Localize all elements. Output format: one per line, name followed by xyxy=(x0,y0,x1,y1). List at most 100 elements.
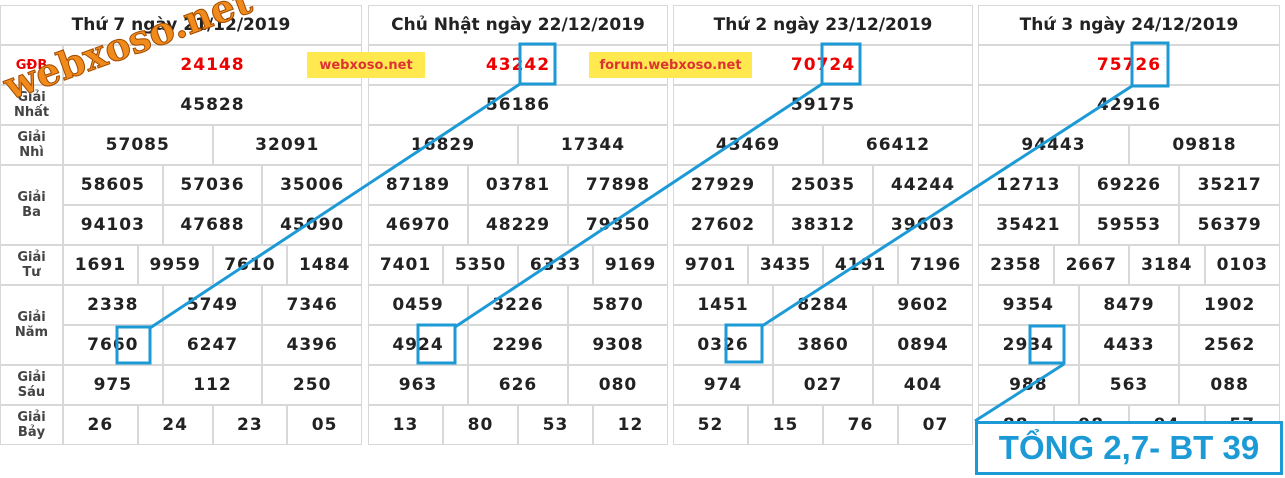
prize-number: 112 xyxy=(162,365,263,405)
prize-number: 53 xyxy=(518,405,593,445)
row-label: Giải Nhất xyxy=(0,85,63,125)
prize-number: 24 xyxy=(137,405,213,445)
prize-number: 3860 xyxy=(773,325,873,365)
prize-number: 1691 xyxy=(63,245,138,285)
prize-number: 9701 xyxy=(673,245,748,285)
prize-number: 94443 xyxy=(978,125,1129,165)
prize-number: 9959 xyxy=(137,245,213,285)
prize-number: 1484 xyxy=(287,245,362,285)
prize-number: 2934 xyxy=(978,325,1079,365)
prize-number: 16829 xyxy=(368,125,518,165)
prize-number: 974 xyxy=(673,365,773,405)
prize-number: 35006 xyxy=(262,165,362,205)
row-label: Giải Năm xyxy=(0,285,63,365)
prize-number: 2358 xyxy=(978,245,1054,285)
prize-number: 9308 xyxy=(568,325,668,365)
prize-number: 4433 xyxy=(1078,325,1180,365)
prize-number: 7660 xyxy=(63,325,163,365)
prize-number: 59553 xyxy=(1078,205,1180,245)
prize-number: 25035 xyxy=(773,165,873,205)
prize-number: 0326 xyxy=(673,325,773,365)
day-title: Thứ 3 ngày 24/12/2019 xyxy=(978,5,1280,45)
prize-number: 09818 xyxy=(1129,125,1280,165)
prize-number: 5350 xyxy=(443,245,518,285)
prize-number: 26 xyxy=(63,405,138,445)
row-label: GĐB xyxy=(0,45,63,85)
prize-number: 9354 xyxy=(978,285,1079,325)
prize-number: 027 xyxy=(773,365,873,405)
prize-number: 963 xyxy=(368,365,468,405)
prize-number: 05 xyxy=(287,405,362,445)
prize-number: 17344 xyxy=(518,125,668,165)
day-title: Thứ 7 ngày 21/12/2019 xyxy=(0,5,362,45)
day-title: Chủ Nhật ngày 22/12/2019 xyxy=(368,5,668,45)
prize-number: 3184 xyxy=(1129,245,1205,285)
prize-number: 46970 xyxy=(368,205,468,245)
prize-number: 45828 xyxy=(63,85,362,125)
watermark: webxoso.net xyxy=(0,0,258,109)
prize-number: 088 xyxy=(1179,365,1280,405)
prize-number: 9169 xyxy=(593,245,668,285)
prize-number: 23 xyxy=(212,405,288,445)
prize-number: 47688 xyxy=(162,205,263,245)
ad-label: webxoso.net xyxy=(307,52,425,78)
prize-number: 43469 xyxy=(673,125,823,165)
prize-number: 03781 xyxy=(468,165,568,205)
prize-number: 2667 xyxy=(1053,245,1129,285)
prize-number: 250 xyxy=(262,365,362,405)
prize-number: 52 xyxy=(673,405,748,445)
prize-number: 80 xyxy=(443,405,518,445)
prize-number: 35217 xyxy=(1179,165,1280,205)
row-label: Giải Sáu xyxy=(0,365,63,405)
prize-number: 2296 xyxy=(468,325,568,365)
prize-number: 39603 xyxy=(873,205,973,245)
row-label: Giải Tư xyxy=(0,245,63,285)
row-label: Giải Bảy xyxy=(0,405,63,445)
prize-number: 32091 xyxy=(212,125,362,165)
prize-number: 404 xyxy=(873,365,973,405)
prize-number: 2562 xyxy=(1179,325,1280,365)
prize-number: 1902 xyxy=(1179,285,1280,325)
prize-number: 27929 xyxy=(673,165,773,205)
prize-number: 44244 xyxy=(873,165,973,205)
prize-number: 1451 xyxy=(673,285,773,325)
prize-number: 13 xyxy=(368,405,443,445)
row-label: Giải Ba xyxy=(0,165,63,245)
prize-number: 45090 xyxy=(262,205,362,245)
prize-number: 4396 xyxy=(262,325,362,365)
prize-number: 9602 xyxy=(873,285,973,325)
prize-number: 76 xyxy=(823,405,898,445)
prize-number: 563 xyxy=(1078,365,1180,405)
prize-number: 48229 xyxy=(468,205,568,245)
prize-number: 7346 xyxy=(262,285,362,325)
prize-number: 38312 xyxy=(773,205,873,245)
prize-number: 5870 xyxy=(568,285,668,325)
prize-number: 2338 xyxy=(63,285,163,325)
prize-number: 12 xyxy=(593,405,668,445)
prize-number: 69226 xyxy=(1078,165,1180,205)
prize-number: 57036 xyxy=(162,165,263,205)
prize-number: 57085 xyxy=(63,125,213,165)
row-label: Giải Nhì xyxy=(0,125,63,165)
prize-number: 080 xyxy=(568,365,668,405)
prize-number: 56379 xyxy=(1179,205,1280,245)
prize-number: 0894 xyxy=(873,325,973,365)
prize-number: 0103 xyxy=(1204,245,1280,285)
prize-number: 35421 xyxy=(978,205,1079,245)
prize-number: 7401 xyxy=(368,245,443,285)
prize-number: 3435 xyxy=(748,245,823,285)
prize-number: 8479 xyxy=(1078,285,1180,325)
summary-box: TỔNG 2,7- BT 39 xyxy=(975,421,1283,475)
special-prize: 75726 xyxy=(978,45,1280,85)
prize-number: 975 xyxy=(63,365,163,405)
prize-number: 6247 xyxy=(162,325,263,365)
prize-number: 07 xyxy=(898,405,973,445)
prize-number: 7196 xyxy=(898,245,973,285)
prize-number: 15 xyxy=(748,405,823,445)
prize-number: 66412 xyxy=(823,125,973,165)
prize-number: 94103 xyxy=(63,205,163,245)
prize-number: 626 xyxy=(468,365,568,405)
prize-number: 27602 xyxy=(673,205,773,245)
